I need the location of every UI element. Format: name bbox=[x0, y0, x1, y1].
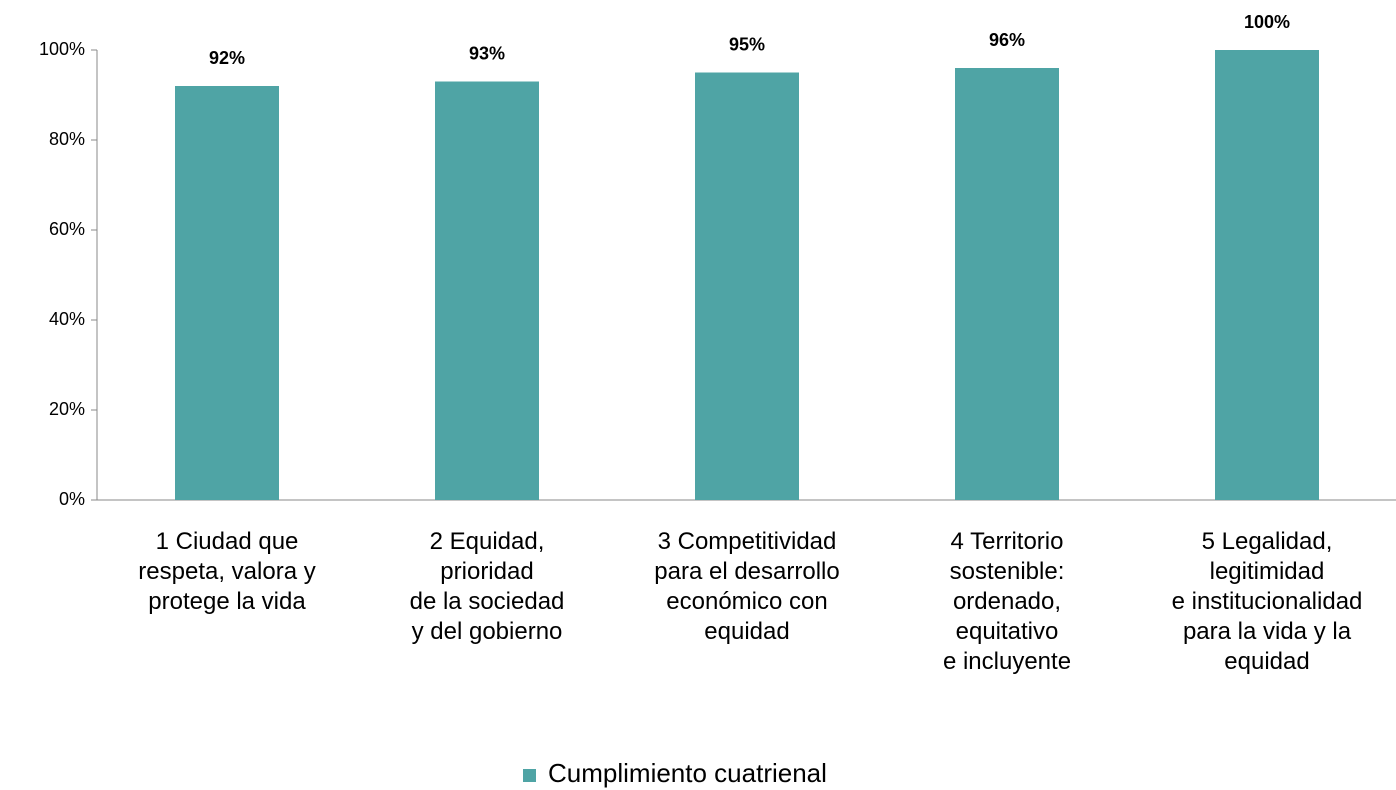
bar bbox=[175, 86, 279, 500]
label-line: para el desarrollo bbox=[654, 558, 839, 585]
label-line: equidad bbox=[704, 618, 789, 645]
label-line: de la sociedad bbox=[410, 588, 565, 615]
x-tick-label: 3 Competitividad para el desarrollo económ… bbox=[654, 528, 839, 645]
value-label: 96% bbox=[989, 30, 1025, 50]
label-line: equitativo bbox=[956, 618, 1059, 645]
value-label: 92% bbox=[209, 48, 245, 68]
x-tick-label: 1 Ciudad que respeta, valora y protege la … bbox=[138, 528, 315, 615]
x-tick-label: 5 Legalidad, legitimidad e institucionalid… bbox=[1172, 528, 1363, 675]
label-line: prioridad bbox=[440, 558, 533, 585]
value-label: 93% bbox=[469, 43, 505, 63]
y-tick-label: 40% bbox=[49, 309, 85, 329]
label-line: e institucionalidad bbox=[1172, 588, 1363, 615]
bar bbox=[435, 81, 539, 500]
x-tick-label: 4 Territorio sostenible: ordenado, equitati… bbox=[943, 528, 1071, 675]
x-tick-label: 2 Equidad, prioridad de la sociedad y del g… bbox=[410, 528, 565, 645]
label-line: e incluyente bbox=[943, 648, 1071, 675]
label-line: 2 Equidad, bbox=[430, 528, 545, 555]
label-line: 3 Competitividad bbox=[658, 528, 837, 555]
label-line: 5 Legalidad, bbox=[1202, 528, 1333, 555]
y-tick-label: 100% bbox=[39, 39, 85, 59]
label-line: sostenible: bbox=[950, 558, 1065, 585]
label-line: 4 Territorio bbox=[951, 528, 1064, 555]
label-line: y del gobierno bbox=[412, 618, 563, 645]
label-line: ordenado, bbox=[953, 588, 1061, 615]
label-line: para la vida y la bbox=[1183, 618, 1352, 645]
legend-label: Cumplimiento cuatrienal bbox=[548, 758, 827, 788]
bar bbox=[695, 72, 799, 500]
bar bbox=[1215, 50, 1319, 500]
y-tick-label: 60% bbox=[49, 219, 85, 239]
label-line: legitimidad bbox=[1210, 558, 1325, 585]
bar bbox=[955, 68, 1059, 500]
value-label: 95% bbox=[729, 34, 765, 54]
label-line: equidad bbox=[1224, 648, 1309, 675]
y-tick-label: 20% bbox=[49, 399, 85, 419]
label-line: protege la vida bbox=[148, 588, 306, 615]
label-line: 1 Ciudad que bbox=[156, 528, 299, 555]
label-line: respeta, valora y bbox=[138, 558, 315, 585]
value-label: 100% bbox=[1244, 12, 1290, 32]
label-line: económico con bbox=[666, 588, 827, 615]
y-tick-label: 80% bbox=[49, 129, 85, 149]
legend-swatch bbox=[523, 769, 536, 782]
y-tick-label: 0% bbox=[59, 489, 85, 509]
